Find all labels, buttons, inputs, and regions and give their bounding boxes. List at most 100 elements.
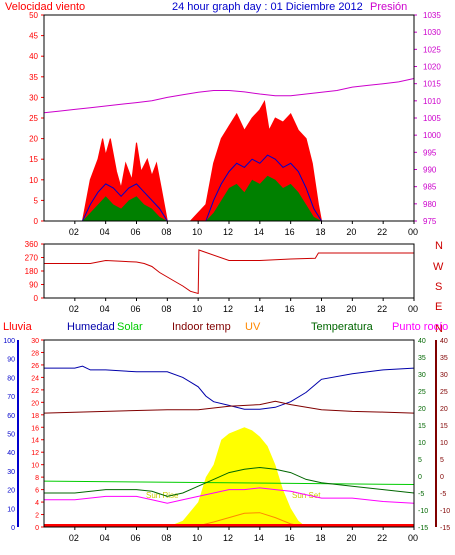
- x-tick-label: 20: [346, 304, 356, 314]
- rain-y-tick-label: 12: [31, 450, 39, 457]
- rain-y-tick-label: 24: [31, 375, 39, 382]
- x-tick-label: 16: [285, 533, 295, 543]
- sunset-label: Sun Set: [292, 491, 321, 500]
- rain-y-tick-label: 6: [35, 488, 39, 495]
- x-tick-label: 04: [100, 304, 110, 314]
- direction-y-tick-label: 0: [34, 294, 39, 303]
- temperature-y-tick-label: 35: [418, 355, 426, 362]
- direction-y-tick-label: 180: [25, 267, 39, 276]
- pressure-y-tick-label: 975: [423, 217, 437, 226]
- x-tick-label: 20: [346, 227, 356, 237]
- humidity-y-tick-label: 10: [7, 506, 15, 513]
- x-tick-label: 12: [223, 304, 233, 314]
- rain-bar: [44, 524, 414, 527]
- x-tick-label: 16: [285, 304, 295, 314]
- humidity-y-tick-label: 0: [11, 525, 15, 532]
- temperature-y-tick-label: -10: [418, 508, 428, 515]
- temperature-y-tick-label: 10: [418, 440, 426, 447]
- temperature-y-tick-label: 5: [418, 457, 422, 464]
- humidity-y-tick-label: 40: [7, 450, 15, 457]
- sunshine-area: [167, 427, 307, 527]
- indoor-y-tick-label: 35: [440, 355, 448, 362]
- pressure-y-tick-label: 1030: [423, 28, 441, 37]
- legend-dewpoint: Punto rocío: [392, 321, 448, 333]
- legend-solar: Solar: [117, 321, 143, 333]
- rain-y-tick-label: 0: [35, 525, 39, 532]
- rain-y-tick-label: 14: [31, 438, 39, 445]
- pressure-y-tick-label: 1010: [423, 97, 441, 106]
- temperature-y-tick-label: -5: [418, 491, 424, 498]
- x-tick-label: 22: [377, 227, 387, 237]
- rain-y-tick-label: 28: [31, 350, 39, 357]
- x-tick-label: 16: [285, 227, 295, 237]
- x-tick-label: 18: [316, 304, 326, 314]
- legend-humidity: Humedad: [67, 321, 115, 333]
- humidity-y-tick-label: 60: [7, 413, 15, 420]
- x-tick-label: 14: [254, 227, 264, 237]
- x-tick-label: 00: [408, 533, 418, 543]
- humidity-y-tick-label: 50: [7, 432, 15, 439]
- wind-gust-line: [44, 100, 414, 222]
- indoor-y-tick-label: 20: [440, 406, 448, 413]
- x-tick-label: 02: [69, 227, 79, 237]
- direction-y-tick-label: 360: [25, 240, 39, 249]
- pressure-line: [43, 78, 415, 114]
- temperature-y-tick-label: 30: [418, 372, 426, 379]
- x-tick-label: 10: [192, 533, 202, 543]
- temperature-y-tick-label: 20: [418, 406, 426, 413]
- humidity-y-tick-label: 80: [7, 375, 15, 382]
- x-tick-label: 08: [161, 533, 171, 543]
- dewpoint-line: [44, 487, 415, 504]
- indoor-y-tick-label: 30: [440, 372, 448, 379]
- indoor-y-tick-label: 25: [440, 389, 448, 396]
- indoor-line: [43, 400, 415, 414]
- indoor-y-tick-label: 10: [440, 440, 448, 447]
- compass-w: W: [433, 261, 444, 273]
- wind-y-tick-label: 15: [29, 155, 38, 164]
- rain-y-tick-label: 18: [31, 413, 39, 420]
- x-tick-label: 20: [346, 533, 356, 543]
- humidity-y-tick-label: 90: [7, 357, 15, 364]
- x-tick-label: 06: [131, 227, 141, 237]
- x-tick-label: 12: [223, 227, 233, 237]
- x-tick-label: 14: [254, 533, 264, 543]
- pressure-y-tick-label: 1020: [423, 63, 441, 72]
- x-tick-label: 08: [161, 304, 171, 314]
- legend-rain: Lluvia: [3, 321, 33, 333]
- wind-speed-label: Velocidad viento: [5, 1, 85, 13]
- temperature-line: [44, 466, 415, 497]
- indoor-y-tick-label: 5: [440, 457, 444, 464]
- x-tick-label: 02: [69, 304, 79, 314]
- x-tick-label: 06: [131, 533, 141, 543]
- x-tick-label: 04: [100, 227, 110, 237]
- indoor-y-tick-label: 15: [440, 423, 448, 430]
- direction-y-tick-label: 90: [29, 281, 38, 290]
- wind-y-tick-label: 35: [29, 73, 38, 82]
- pressure-y-tick-label: 1025: [423, 45, 441, 54]
- pressure-label: Presión: [370, 1, 407, 13]
- humidity-line: [44, 365, 415, 410]
- rain-y-tick-label: 26: [31, 363, 39, 370]
- pressure-y-tick-label: 990: [423, 166, 437, 175]
- sunrise-label: Sun Rise: [146, 491, 179, 500]
- wind-average-line: [44, 154, 414, 222]
- pressure-y-tick-label: 995: [423, 148, 437, 157]
- humidity-y-tick-label: 70: [7, 394, 15, 401]
- indoor-y-tick-label: -10: [440, 508, 450, 515]
- indoor-y-tick-label: 40: [440, 338, 448, 345]
- legend-temperature: Temperatura: [311, 321, 374, 333]
- indoor-y-tick-label: -15: [440, 525, 450, 532]
- rain-y-tick-label: 20: [31, 400, 39, 407]
- wind-y-tick-label: 50: [29, 11, 38, 20]
- page-title: 24 hour graph day : 01 Diciembre 2012: [172, 1, 363, 13]
- x-tick-label: 14: [254, 304, 264, 314]
- temperature-y-tick-label: -15: [418, 525, 428, 532]
- pressure-y-tick-label: 1005: [423, 114, 441, 123]
- humidity-y-tick-label: 30: [7, 469, 15, 476]
- wind-y-tick-label: 45: [29, 32, 38, 41]
- x-tick-label: 18: [316, 533, 326, 543]
- x-tick-label: 00: [408, 304, 418, 314]
- rain-y-tick-label: 2: [35, 513, 39, 520]
- pressure-y-tick-label: 1035: [423, 11, 441, 20]
